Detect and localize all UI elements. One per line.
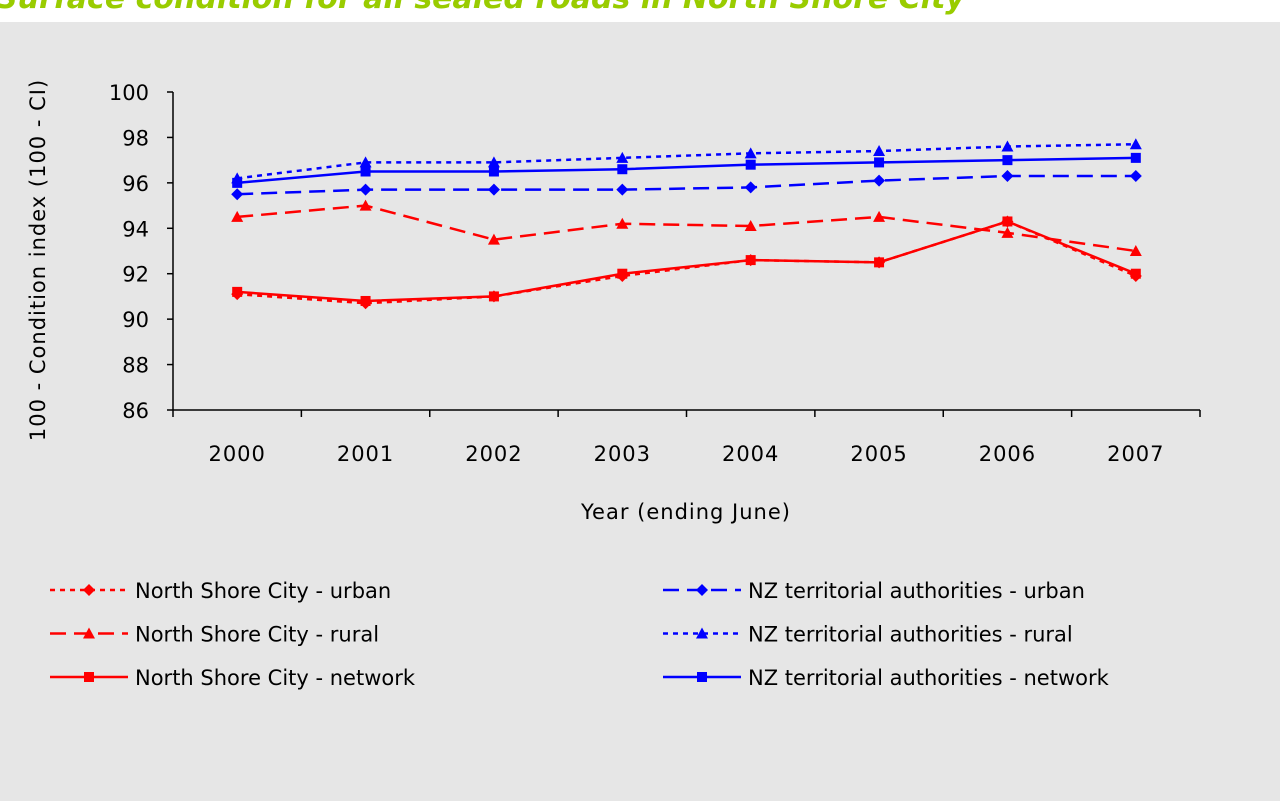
series-line: [237, 142, 1136, 180]
legend-label: NZ territorial authorities - urban: [748, 579, 1085, 603]
data-point: [1129, 170, 1142, 183]
data-point: [744, 181, 757, 194]
data-point: [1130, 268, 1141, 279]
data-point: [488, 166, 499, 177]
x-tick-label: 2002: [465, 442, 522, 466]
x-tick-label: 2006: [979, 442, 1036, 466]
legend-marker: [83, 627, 95, 639]
chart-title: Surface condition for all sealed roads i…: [0, 0, 966, 16]
legend-label: NZ territorial authorities - network: [748, 666, 1110, 690]
y-tick-label: 86: [122, 399, 149, 423]
series-line: [237, 220, 1137, 303]
data-point: [359, 199, 372, 211]
data-point: [1129, 138, 1142, 150]
legend-marker: [696, 627, 708, 639]
y-tick-label: 96: [122, 172, 149, 196]
data-point: [873, 174, 886, 187]
data-point: [873, 210, 886, 222]
data-point: [487, 233, 500, 245]
legend-label: North Shore City - network: [135, 666, 416, 690]
x-tick-label: 2003: [594, 442, 651, 466]
legend-marker: [696, 584, 708, 596]
data-point: [616, 151, 629, 163]
data-point: [232, 286, 243, 297]
data-point: [488, 291, 499, 302]
data-point: [616, 217, 629, 229]
x-tick-label: 2007: [1107, 442, 1164, 466]
data-point: [360, 295, 371, 306]
legend-label: NZ territorial authorities - rural: [748, 623, 1073, 647]
x-tick-label: 2004: [722, 442, 779, 466]
y-axis-label: 100 - Condition index (100 - CI): [26, 78, 50, 442]
legend-marker: [83, 584, 95, 596]
data-point: [1130, 152, 1141, 163]
data-point: [487, 156, 500, 168]
legend-label: North Shore City - rural: [135, 623, 379, 647]
data-point: [744, 147, 757, 159]
data-point: [616, 183, 629, 196]
y-tick-label: 94: [122, 217, 149, 241]
data-point: [744, 220, 757, 232]
y-tick-label: 98: [122, 126, 149, 150]
data-point: [231, 210, 244, 222]
legend-marker: [84, 672, 94, 682]
data-point: [359, 156, 372, 168]
data-point: [1001, 226, 1014, 238]
y-tick-label: 88: [122, 354, 149, 378]
x-tick-label: 2000: [208, 442, 265, 466]
data-point: [874, 257, 885, 268]
data-point: [617, 164, 628, 175]
data-point: [1001, 140, 1014, 152]
series-line: [237, 174, 1136, 196]
data-point: [359, 183, 372, 196]
series-line: [237, 204, 1136, 253]
chart-area: [0, 22, 1280, 801]
x-tick-label: 2005: [850, 442, 907, 466]
data-point: [231, 188, 244, 201]
data-point: [1129, 245, 1142, 256]
legend-label: North Shore City - urban: [135, 579, 391, 603]
y-tick-label: 90: [122, 308, 149, 332]
data-point: [873, 145, 886, 157]
data-point: [232, 177, 243, 188]
y-tick-label: 92: [122, 263, 149, 287]
x-tick-label: 2001: [337, 442, 394, 466]
data-point: [1002, 216, 1013, 227]
data-point: [1002, 155, 1013, 166]
y-tick-label: 100: [109, 81, 149, 105]
data-point: [874, 157, 885, 168]
data-point: [360, 166, 371, 177]
x-axis-label: Year (ending June): [580, 500, 791, 524]
series-line: [237, 156, 1136, 185]
data-point: [745, 255, 756, 266]
data-point: [487, 183, 500, 196]
legend-marker: [697, 672, 707, 682]
data-point: [617, 268, 628, 279]
data-point: [1001, 170, 1014, 183]
data-point: [745, 159, 756, 170]
